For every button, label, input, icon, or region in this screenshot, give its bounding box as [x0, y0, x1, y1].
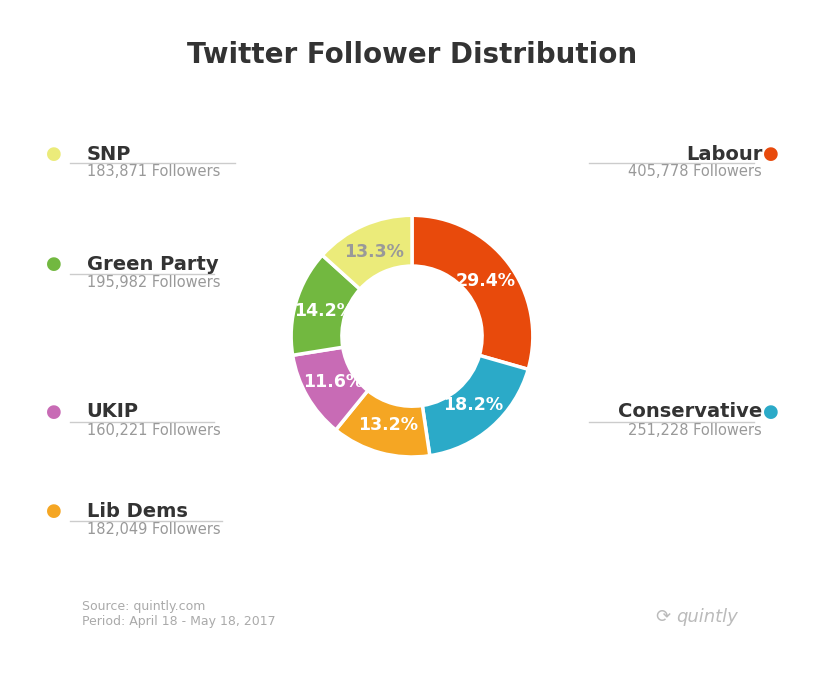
Text: 11.6%: 11.6% [302, 373, 363, 392]
Wedge shape [336, 390, 430, 457]
Text: UKIP: UKIP [87, 402, 138, 421]
Text: Labour: Labour [686, 145, 762, 164]
Text: Green Party: Green Party [87, 255, 218, 274]
Wedge shape [322, 215, 412, 289]
Text: ●: ● [45, 403, 62, 421]
Text: Lib Dems: Lib Dems [87, 501, 187, 521]
Text: Twitter Follower Distribution: Twitter Follower Distribution [187, 41, 637, 69]
Text: 14.2%: 14.2% [294, 302, 353, 320]
Text: 183,871 Followers: 183,871 Followers [87, 164, 220, 179]
Wedge shape [293, 347, 368, 430]
Text: ●: ● [45, 502, 62, 520]
Text: 29.4%: 29.4% [456, 272, 515, 289]
Text: 405,778 Followers: 405,778 Followers [629, 164, 762, 179]
Text: 160,221 Followers: 160,221 Followers [87, 423, 220, 438]
Text: 13.2%: 13.2% [358, 416, 418, 434]
Text: 182,049 Followers: 182,049 Followers [87, 522, 220, 537]
Text: ●: ● [762, 403, 779, 421]
Text: SNP: SNP [87, 145, 131, 164]
Wedge shape [291, 255, 360, 355]
Text: 18.2%: 18.2% [442, 396, 503, 414]
Text: quintly: quintly [676, 608, 737, 626]
Text: Source: quintly.com
Period: April 18 - May 18, 2017: Source: quintly.com Period: April 18 - M… [82, 600, 276, 628]
Text: Conservative: Conservative [618, 402, 762, 421]
Text: 195,982 Followers: 195,982 Followers [87, 275, 220, 290]
Text: ●: ● [45, 145, 62, 163]
Text: 13.3%: 13.3% [344, 244, 404, 261]
Text: ●: ● [762, 145, 779, 163]
Text: ⟳: ⟳ [655, 608, 670, 626]
Wedge shape [412, 215, 533, 369]
Wedge shape [423, 355, 528, 456]
Text: ●: ● [45, 255, 62, 273]
Text: 251,228 Followers: 251,228 Followers [629, 423, 762, 438]
